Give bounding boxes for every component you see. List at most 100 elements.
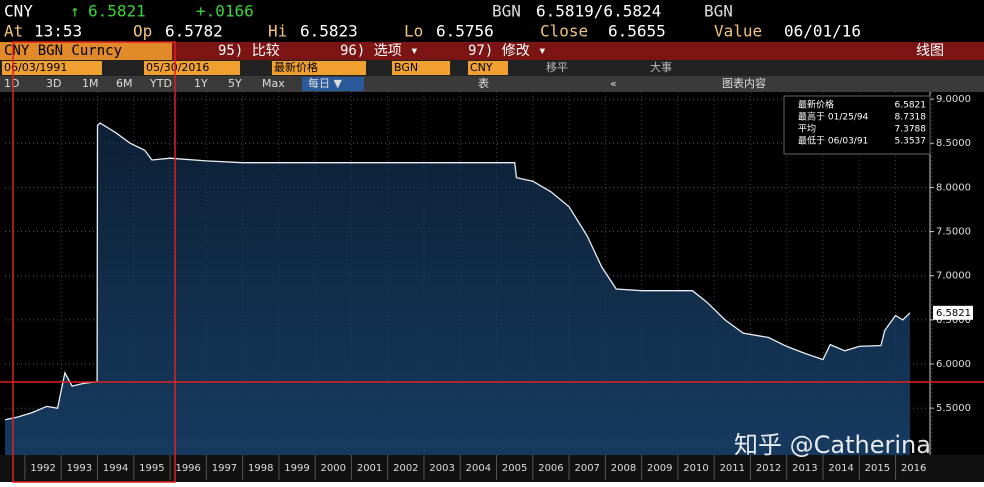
label: Value (714, 22, 762, 41)
legend-label: 最低于 06/03/91 (798, 135, 868, 147)
x-tick-label: 2016 (901, 463, 926, 474)
button[interactable]: 表 (478, 76, 489, 90)
legend: 最新价格 6.5821 最高于 01/25/94 8.7318 平均 7.3788 最低于 … (783, 95, 931, 155)
legend-value: 7.3788 (895, 125, 927, 135)
x-tick-label: 2000 (321, 463, 346, 474)
x-tick-label: 2014 (828, 463, 853, 474)
value: 06/01/16 (784, 22, 861, 41)
field[interactable] (392, 61, 450, 75)
x-tick-label: 1994 (103, 463, 128, 474)
range-bar (0, 76, 984, 92)
label: Close (540, 22, 588, 41)
value: 13:53 (34, 22, 82, 41)
legend-label: 最新价格 (798, 99, 834, 111)
legend-label: 平均 (798, 123, 816, 135)
source: BGN (394, 61, 418, 74)
range-button[interactable]: 5Y (228, 77, 242, 90)
toggle[interactable]: 移平 (546, 61, 568, 74)
change: +.0166 (196, 2, 254, 21)
ticker: CNY (4, 2, 33, 21)
toggle[interactable]: 大事 (650, 60, 672, 74)
last-price-label: 6.5821 (936, 308, 971, 319)
menu-item[interactable]: 97) 修改 ▾ (468, 43, 547, 59)
currency: CNY (470, 61, 493, 74)
x-tick-label: 2002 (393, 463, 418, 474)
legend-label: 最高于 01/25/94 (798, 111, 869, 123)
watermark: 知乎 @Catherina (734, 431, 931, 459)
x-tick-label: 2012 (756, 463, 781, 474)
range-button[interactable]: YTD (149, 77, 172, 90)
x-tick-label: 2011 (720, 463, 745, 474)
source: BGN (492, 2, 521, 21)
plot: 5.5000 6.0000 6.5000 7.0000 7.5000 8.0000 8.50… (0, 92, 984, 482)
x-tick-label: 2008 (611, 463, 636, 474)
x-tick-label: 1998 (248, 463, 273, 474)
value: 6.5823 (300, 22, 358, 41)
x-axis-bar (0, 455, 984, 482)
ranges: 1D 3D 1M 6M YTD 1Y 5Y Max (4, 77, 285, 90)
range-button[interactable]: 1M (82, 77, 99, 90)
x-tick-label: 2007 (574, 463, 599, 474)
x-tick-label: 1992 (30, 463, 55, 474)
last: 6.5821 (88, 2, 146, 21)
range-button[interactable]: 6M (116, 77, 133, 90)
y-tick-label: 6.5000 (936, 315, 971, 326)
x-tick-label: 2013 (792, 463, 817, 474)
area (5, 122, 911, 456)
field[interactable] (272, 61, 366, 75)
menu-item[interactable]: 95) 比较 (218, 43, 280, 59)
x-tick-label: 2004 (466, 463, 491, 474)
chart-kind[interactable]: 线图 (916, 43, 944, 59)
y-tick-label: 8.0000 (936, 182, 971, 193)
fields: 06/03/1991 05/30/2016 最新价格 BGN CNY 移平 大事 (2, 60, 672, 75)
field[interactable] (2, 61, 102, 75)
period: 每日 ▼ (308, 76, 342, 90)
x-tick-label: 2009 (647, 463, 672, 474)
x-tick-label: 2015 (865, 463, 890, 474)
arrow: ↑ (70, 2, 80, 21)
security-box[interactable] (0, 42, 172, 60)
menu-bar (0, 42, 984, 60)
legend-value: 6.5821 (895, 101, 927, 111)
x-tick-label: 2003 (429, 463, 454, 474)
menu: CNY BGN Curncy 95) 比较 96) 选项 ▾ 97) 修改 ▾ … (4, 43, 944, 59)
y-tick-label: 7.5000 (936, 227, 971, 238)
button[interactable] (302, 77, 364, 91)
security: CNY BGN Curncy (4, 43, 122, 59)
value: 6.5756 (436, 22, 494, 41)
y-tick-label: 6.0000 (936, 359, 971, 370)
legend-value: 8.7318 (895, 113, 927, 123)
x-tick-label: 1996 (175, 463, 200, 474)
menu-item[interactable]: 96) 选项 ▾ (340, 43, 419, 59)
x-tick-label: 2001 (357, 463, 382, 474)
field-name: 最新价格 (274, 60, 318, 74)
x-tick-label: 1993 (67, 463, 92, 474)
end-date: 05/30/2016 (146, 61, 209, 74)
field[interactable] (144, 61, 240, 75)
button[interactable]: 图表内容 (722, 76, 766, 90)
bid-ask: 6.5819/6.5824 (536, 2, 661, 21)
field[interactable] (468, 61, 508, 75)
range-button[interactable]: 1Y (194, 77, 208, 90)
range-button[interactable]: 1D (4, 77, 19, 90)
line (4, 122, 911, 421)
y-tick-label: 5.5000 (936, 403, 971, 414)
start-date: 06/03/1991 (4, 61, 67, 74)
range-button[interactable]: 3D (46, 77, 61, 90)
x-tick-label: 2006 (538, 463, 563, 474)
range-button[interactable]: Max (262, 77, 285, 90)
x-tick-label: 1999 (284, 463, 309, 474)
last-price-tag (933, 305, 973, 320)
label: Op (133, 22, 152, 41)
y-tick-label: 7.0000 (936, 271, 971, 282)
x-tick-label: 1997 (212, 463, 237, 474)
value: 6.5782 (165, 22, 223, 41)
y-tick-label: 8.5000 (936, 138, 971, 149)
button[interactable]: « (610, 77, 617, 90)
label: Lo (404, 22, 423, 41)
quote-row: CNY ↑ 6.5821 +.0166 BGN 6.5819/6.5824 BG… (4, 2, 861, 41)
label: At (4, 22, 23, 41)
x-tick-label: 2010 (683, 463, 708, 474)
value: 6.5655 (608, 22, 666, 41)
